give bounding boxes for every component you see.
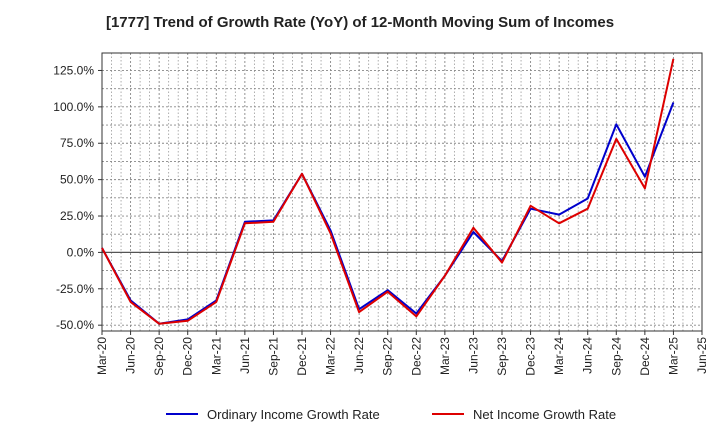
- x-tick-label: Dec-24: [638, 337, 652, 376]
- y-tick-label: 25.0%: [60, 209, 94, 223]
- x-tick-label: Mar-24: [552, 337, 566, 375]
- x-tick-label: Sep-21: [266, 337, 280, 376]
- chart-title: [1777] Trend of Growth Rate (YoY) of 12-…: [105, 14, 615, 31]
- series-line-ordinary-income: [101, 102, 675, 325]
- x-tick-label: Mar-23: [438, 337, 452, 375]
- legend-label-net-income: Net Income Growth Rate: [473, 406, 617, 422]
- x-tick-label: Mar-25: [666, 337, 680, 375]
- x-tick-label: Jun-21: [238, 337, 252, 374]
- y-tick-label: 0.0%: [67, 245, 95, 259]
- x-tick-label: Jun-20: [124, 337, 138, 374]
- x-tick-label: Jun-23: [466, 337, 480, 374]
- x-tick-label: Jun-22: [352, 337, 366, 374]
- x-tick-label: Dec-23: [524, 337, 538, 376]
- x-tick-label: Dec-21: [295, 337, 309, 376]
- y-tick-label: 50.0%: [60, 173, 94, 187]
- y-tick-label: 100.0%: [53, 100, 94, 114]
- x-tick-label: Mar-20: [95, 337, 109, 375]
- x-tick-label: Sep-20: [152, 337, 166, 376]
- x-tick-label: Sep-24: [609, 337, 623, 376]
- y-tick-label: 75.0%: [60, 136, 94, 150]
- x-tick-label: Sep-22: [381, 337, 395, 376]
- legend-swatch-net-income: [432, 413, 464, 415]
- y-tick-label: -25.0%: [56, 282, 94, 296]
- legend-item-net-income: Net Income Growth Rate: [432, 404, 616, 424]
- x-tick-label: Jun-25: [695, 337, 709, 374]
- legend-label-ordinary-income: Ordinary Income Growth Rate: [207, 406, 380, 422]
- x-tick-label: Dec-20: [181, 337, 195, 376]
- x-tick-label: Dec-22: [409, 337, 423, 376]
- y-tick-label: 125.0%: [53, 63, 94, 77]
- plot-area: [101, 52, 703, 332]
- x-tick-label: Jun-24: [581, 337, 595, 374]
- x-tick-label: Mar-22: [324, 337, 338, 375]
- legend-swatch-ordinary-income: [166, 413, 198, 415]
- x-tick-label: Mar-21: [209, 337, 223, 375]
- legend-item-ordinary-income: Ordinary Income Growth Rate: [166, 404, 380, 424]
- series-line-net-income: [101, 58, 675, 325]
- x-tick-label: Sep-23: [495, 337, 509, 376]
- y-tick-label: -50.0%: [56, 318, 94, 332]
